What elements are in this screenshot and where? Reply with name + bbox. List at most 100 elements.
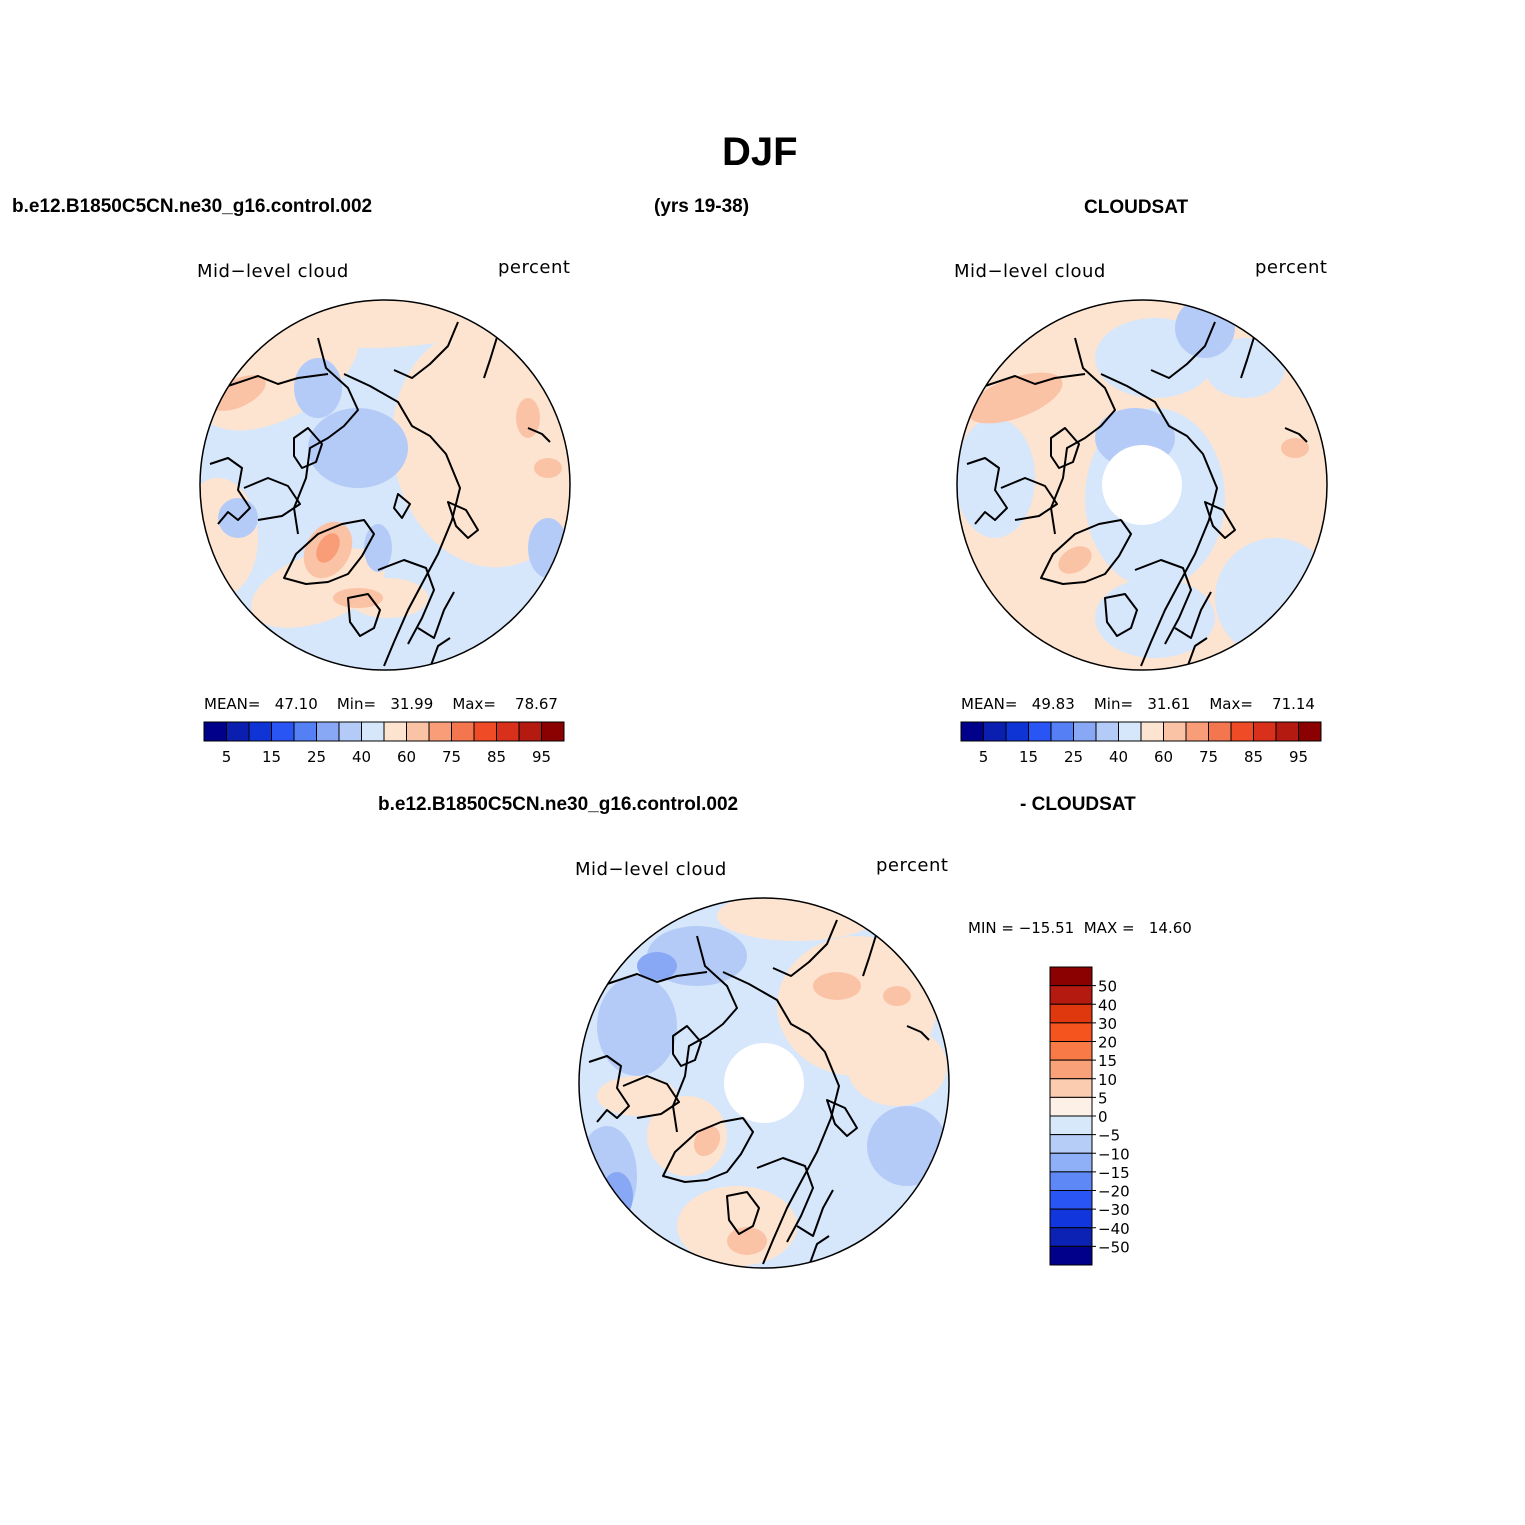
model-map-region-blue — [364, 524, 392, 572]
model-map-region-orange — [316, 533, 340, 563]
cloudsat-map-coastline — [1186, 637, 1208, 669]
difference-colorbar-swatch — [1049, 1245, 1093, 1266]
panel1-min-label: Min= — [336, 695, 377, 713]
model-map-coastline — [283, 519, 375, 585]
panel2-colorbar-tick-label: 25 — [1064, 748, 1083, 766]
cloudsat-map-region-salmon — [1281, 438, 1309, 458]
panel1-stats: MEAN= 47.10 Min= 31.99 Max= 78.67 — [204, 695, 558, 713]
difference-map-coastline — [796, 1189, 834, 1237]
cloudsat-map-region-salmon — [967, 372, 1063, 424]
diff-obs-label: - CLOUDSAT — [1020, 794, 1136, 815]
difference-colorbar-tick-label: 50 — [1098, 978, 1117, 996]
obs-label: CLOUDSAT — [1084, 197, 1189, 218]
model-map-region-blue — [308, 408, 408, 488]
panel2-colorbar-swatch — [1230, 721, 1254, 742]
model-map-coastline — [447, 501, 479, 539]
panel1-max-value: 78.67 — [515, 695, 558, 713]
difference-map-coastline — [826, 1099, 858, 1137]
panel2-colorbar-swatch — [1118, 721, 1142, 742]
panel1-min-value: 31.99 — [390, 695, 434, 713]
panel2-min-label: Min= — [1093, 695, 1134, 713]
model-map-coastline — [293, 337, 359, 535]
panel1-colorbar-swatch — [451, 721, 475, 742]
panel1-colorbar-tick-label: 75 — [442, 748, 461, 766]
difference-map-region-salmon — [883, 986, 911, 1006]
difference-colorbar-swatch — [1049, 1152, 1093, 1173]
difference-map-map-border — [578, 897, 950, 1269]
panel2-colorbar-tick-label: 60 — [1154, 748, 1173, 766]
cloudsat-map-coastline — [1150, 321, 1216, 379]
difference-map-region-peach — [717, 898, 877, 941]
cloudsat-map-coastline — [1050, 337, 1116, 535]
difference-colorbar-swatch — [1049, 1022, 1093, 1042]
panel1-colorbar-swatch — [383, 721, 407, 742]
difference-polar-map — [578, 897, 950, 1269]
panel1-colorbar-tick-label: 15 — [262, 748, 281, 766]
difference-map-missing-data-pole — [724, 1043, 804, 1123]
difference-map-region-blue — [597, 976, 677, 1076]
difference-map-region-peach — [677, 1186, 797, 1266]
model-map-region-blue — [528, 518, 568, 578]
model-map-field — [200, 300, 570, 670]
cloudsat-map-coastline — [1134, 559, 1192, 645]
difference-colorbar-tick-label: 30 — [1098, 1015, 1117, 1033]
panel2-colorbar-tick-label: 15 — [1019, 748, 1038, 766]
difference-map-coastline — [662, 1117, 754, 1183]
difference-map-region-salmon — [813, 972, 861, 1000]
panel2-colorbar-tick-label: 40 — [1109, 748, 1128, 766]
difference-map-region-peach — [847, 1026, 947, 1106]
model-map-region-salmon — [534, 458, 562, 478]
panel1-colorbar-tick-label: 60 — [397, 748, 416, 766]
panel1-colorbar-tick-label: 95 — [532, 748, 551, 766]
difference-map-coastline — [588, 1055, 630, 1123]
model-map-coastline — [227, 373, 329, 387]
cloudsat-map-coastline — [984, 373, 1086, 387]
panel1-colorbar-swatch — [428, 721, 452, 742]
difference-colorbar-swatch — [1049, 1134, 1093, 1154]
cloudsat-map-region-salmon — [1058, 546, 1092, 574]
panel1-colorbar-swatch — [293, 721, 317, 742]
model-map-coastline — [393, 321, 459, 379]
difference-colorbar-swatch — [1049, 1059, 1093, 1080]
model-map-coastline — [527, 427, 551, 443]
model-map-region-peach — [248, 300, 488, 348]
cloudsat-map-region-light-blue — [957, 418, 1035, 538]
panel1-mean-label: MEAN= — [204, 695, 261, 713]
panel3-variable-label: Mid−level cloud — [575, 859, 727, 880]
model-map-coastline — [429, 637, 451, 669]
cloudsat-map-missing-data-pole — [1102, 445, 1182, 525]
difference-colorbar-tick-label: −50 — [1098, 1238, 1130, 1256]
panel1-colorbar-tick-label: 25 — [307, 748, 326, 766]
panel2-mean-value: 49.83 — [1031, 695, 1075, 713]
cloudsat-map-map-border — [956, 299, 1328, 671]
model-map-coastline — [483, 333, 499, 379]
panel1-colorbar-swatch — [316, 721, 340, 742]
difference-colorbar-swatch — [1049, 1115, 1093, 1136]
panel2-colorbar-tick-label: 5 — [979, 748, 989, 766]
panel1-colorbar-swatch — [473, 721, 497, 742]
panel2-colorbar-swatch — [1095, 721, 1119, 742]
difference-colorbar-swatch — [1049, 1208, 1093, 1229]
difference-map-region-peach — [597, 1076, 677, 1116]
difference-colorbar-swatch — [1049, 1003, 1093, 1024]
diff-case-label: b.e12.B1850C5CN.ne30_g16.control.002 — [378, 794, 739, 815]
model-map-coastline — [377, 559, 435, 645]
cloudsat-map-region-blue — [1175, 300, 1235, 358]
panel2-colorbar: 5 15 25 40 60 75 85 95 — [960, 721, 1322, 766]
figure-title: DJF — [722, 130, 798, 174]
panel3-minmax: MIN = −15.51 MAX = 14.60 — [968, 919, 1192, 937]
difference-map-region-salmon — [693, 1125, 721, 1157]
difference-map-coastline — [808, 1235, 830, 1267]
difference-map-coastline — [862, 931, 878, 977]
panel1-units-label: percent — [498, 257, 571, 278]
cloudsat-map-coastline — [1000, 477, 1058, 521]
cloudsat-map-coastline — [1104, 593, 1138, 637]
difference-colorbar-swatch — [1049, 1096, 1093, 1117]
model-map-region-peach — [392, 328, 570, 568]
difference-map-coastline — [672, 935, 738, 1133]
difference-colorbar-swatch — [1049, 1171, 1093, 1191]
panel1-max-label: Max= — [452, 695, 496, 713]
panel1-colorbar-tick-label: 85 — [487, 748, 506, 766]
cloudsat-polar-map — [956, 299, 1328, 671]
